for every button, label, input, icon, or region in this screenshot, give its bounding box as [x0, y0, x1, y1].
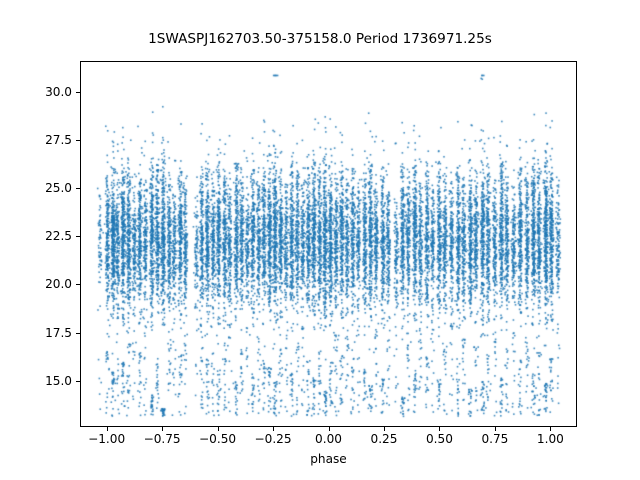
- scatter-points-canvas: [81, 62, 576, 426]
- y-axis-tick-mark: [76, 284, 80, 286]
- y-axis-tick-mark: [76, 380, 80, 382]
- x-axis-tick-label: −0.75: [143, 432, 181, 446]
- y-axis-tick-label: 15.0: [45, 373, 72, 388]
- x-axis-tick-label: 0.00: [315, 432, 342, 446]
- x-axis-tick-label: −0.25: [254, 432, 292, 446]
- y-axis-tick-mark: [76, 139, 80, 141]
- x-axis-tick-mark: [550, 427, 552, 431]
- x-axis-tick-label: 1.00: [536, 432, 564, 446]
- y-axis-tick-mark: [76, 236, 80, 238]
- y-axis-tick-mark: [76, 332, 80, 334]
- y-axis-tick-label: 25.0: [45, 181, 72, 196]
- x-axis-tick-mark: [217, 427, 219, 431]
- x-axis-tick-mark: [494, 427, 496, 431]
- x-axis-tick-mark: [106, 427, 108, 431]
- x-axis-tick-label: −1.00: [88, 432, 126, 446]
- y-axis-tick-mark: [76, 91, 80, 93]
- y-axis-tick-labels: 15.0 17.5 20.0 22.5 25.0 27.5 30.0: [0, 0, 72, 480]
- y-axis-tick-label: 22.5: [45, 229, 72, 244]
- x-axis-tick-mark: [439, 427, 441, 431]
- x-axis-tick-mark: [273, 427, 275, 431]
- x-axis-tick-label: 0.75: [481, 432, 509, 446]
- x-axis-tick-mark: [328, 427, 330, 431]
- page-title: 1SWASPJ162703.50-375158.0 Period 1736971…: [148, 31, 492, 47]
- y-axis-tick-label: 30.0: [45, 84, 72, 99]
- x-axis-tick-label: −0.50: [199, 432, 237, 446]
- x-axis-tick-mark: [162, 427, 164, 431]
- y-axis-tick-label: 27.5: [45, 132, 72, 147]
- x-axis-tick-label: 0.25: [370, 432, 398, 446]
- x-axis-label: phase: [310, 452, 347, 466]
- y-axis-label: flux: [0, 239, 3, 263]
- x-axis-tick-mark: [383, 427, 385, 431]
- x-axis-tick-label: 0.50: [425, 432, 453, 446]
- y-axis-tick-label: 17.5: [45, 325, 72, 340]
- y-axis-tick-label: 20.0: [45, 277, 72, 292]
- plot-axes-area: [80, 61, 577, 427]
- y-axis-tick-mark: [76, 188, 80, 190]
